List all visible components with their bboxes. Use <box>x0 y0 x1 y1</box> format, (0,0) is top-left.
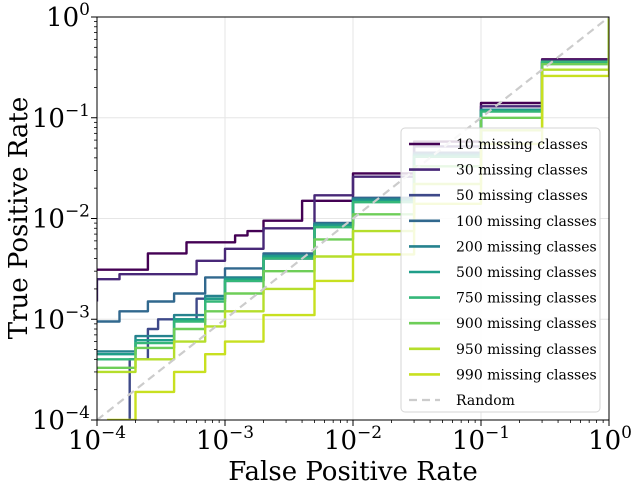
legend-label: 100 missing classes <box>456 214 597 230</box>
legend-label: 900 missing classes <box>456 316 597 332</box>
x-tick-label: 100 <box>588 423 632 456</box>
legend-label: 990 missing classes <box>456 367 597 383</box>
legend-label: 500 missing classes <box>456 265 597 281</box>
y-tick-label: 10−1 <box>32 101 90 134</box>
legend-label: 30 missing classes <box>456 163 588 179</box>
legend: 10 missing classes 30 missing classes 50 m… <box>400 127 601 413</box>
y-tick-label: 10−3 <box>32 302 90 335</box>
series-layer <box>97 17 609 420</box>
series-line <box>97 17 609 420</box>
x-tick-label: 10−1 <box>452 423 510 456</box>
x-tick-label: 10−4 <box>68 423 126 456</box>
x-tick-label: 10−2 <box>324 423 382 456</box>
legend-label: 10 missing classes <box>456 137 588 153</box>
y-tick-label: 10−4 <box>32 403 90 436</box>
legend-label: 950 missing classes <box>456 342 597 358</box>
y-tick-labels: 10−4 10−3 10−2 10−1 100 <box>32 0 90 436</box>
legend-box <box>400 127 601 413</box>
y-axis-label: True Positive Rate <box>4 97 34 340</box>
x-tick-labels: 10−4 10−3 10−2 10−1 100 <box>68 423 632 456</box>
legend-label: 200 missing classes <box>456 239 597 255</box>
legend-label: Random <box>456 393 515 409</box>
legend-label: 50 missing classes <box>456 188 588 204</box>
x-tick-label: 10−3 <box>196 423 254 456</box>
y-tick-label: 100 <box>46 0 90 33</box>
axis-ticks <box>91 16 610 426</box>
x-axis-label: False Positive Rate <box>228 457 477 487</box>
legend-label: 750 missing classes <box>456 291 597 307</box>
y-tick-label: 10−2 <box>32 202 90 235</box>
